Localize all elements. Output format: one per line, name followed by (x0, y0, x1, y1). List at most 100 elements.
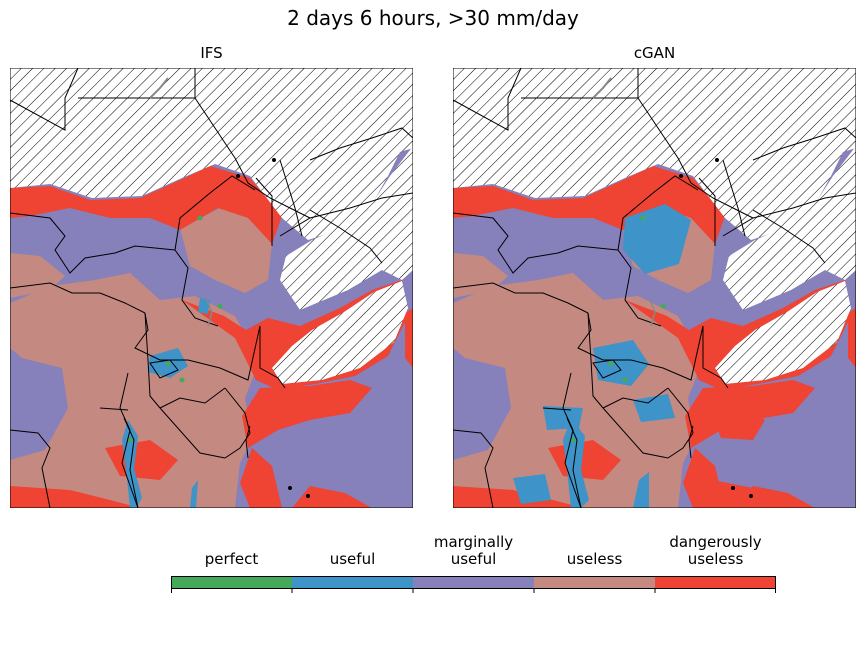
coastline (279, 192, 413, 237)
region-perfect (622, 377, 628, 383)
country-border (259, 326, 286, 389)
country-border (10, 429, 51, 508)
region-useless (453, 273, 703, 508)
region-useful (623, 204, 691, 274)
country-border (617, 175, 699, 251)
region-perfect (127, 437, 133, 443)
country-border (722, 159, 746, 237)
legend-label-dangerously-useless: dangerously useless (669, 533, 762, 568)
region-dangerously-useless (10, 486, 140, 508)
colorbar-segment (413, 576, 534, 589)
island (306, 494, 310, 498)
lake-outline (566, 417, 582, 508)
island (715, 158, 719, 162)
country-border (453, 282, 589, 314)
country-border (174, 249, 219, 327)
region-perfect (165, 361, 171, 367)
region-useful (543, 406, 583, 430)
region-no-data (280, 146, 413, 310)
country-border (453, 429, 494, 508)
region-useless (10, 273, 260, 508)
coastline (722, 192, 856, 237)
region-useless (100, 278, 130, 303)
map-ifs (10, 68, 413, 508)
country-border (587, 312, 604, 409)
country-border (617, 249, 662, 327)
region-no-data (10, 68, 413, 240)
country-border (10, 282, 146, 314)
country-border (702, 326, 729, 389)
country-border (10, 212, 176, 274)
region-dangerously-useless (453, 166, 725, 244)
island (679, 174, 683, 178)
region-perfect (660, 303, 666, 309)
region-perfect (197, 215, 203, 221)
region-perfect (179, 377, 185, 383)
island (236, 174, 240, 178)
colorbar-segment (292, 576, 413, 589)
lake-outline (149, 77, 169, 99)
region-perfect (570, 437, 576, 443)
lake-outline (123, 417, 139, 508)
region-no-data (272, 281, 408, 384)
island (731, 486, 735, 490)
region-useless (180, 208, 272, 293)
country-border (255, 177, 273, 246)
coastline (245, 425, 251, 459)
region-useless (543, 278, 573, 303)
region-no-data (453, 68, 856, 240)
country-border (174, 175, 256, 251)
country-border (602, 387, 669, 409)
figure-title: 2 days 6 hours, >30 mm/day (287, 6, 579, 30)
lake-outline (205, 297, 213, 327)
colorbar-segment (655, 576, 776, 589)
map-panel-cgan (453, 68, 856, 508)
region-dangerously-useless (701, 478, 783, 508)
region-useful (190, 480, 198, 508)
country-border (159, 407, 226, 459)
country-border (752, 127, 856, 161)
legend-label-useful: useful (329, 550, 376, 568)
country-border (194, 68, 311, 219)
country-border (453, 212, 619, 274)
region-dangerously-useless (292, 486, 372, 508)
region-useful (563, 418, 589, 508)
region-dangerously-useless (711, 406, 765, 440)
panel-title-ifs: IFS (200, 44, 223, 62)
region-dangerously-useless (453, 486, 583, 508)
island (272, 158, 276, 162)
coastline (752, 209, 826, 264)
region-useful (633, 394, 675, 422)
region-dangerously-useless (10, 166, 282, 244)
colorbar-svg (171, 576, 776, 593)
colorbar-segment (171, 576, 292, 589)
region-useful (593, 340, 649, 386)
country-border (279, 159, 303, 237)
country-border (10, 68, 79, 131)
country-border (698, 177, 716, 246)
region-no-data (715, 281, 851, 384)
lake-outline (592, 77, 612, 99)
country-border (637, 68, 754, 219)
region-useful (633, 472, 649, 508)
lake-outline (648, 297, 656, 327)
map-panel-ifs (10, 68, 413, 508)
map-cgan (453, 68, 856, 508)
country-border (542, 407, 572, 411)
legend-label-perfect: perfect (204, 550, 259, 568)
island (288, 486, 292, 490)
legend-label-marginally-useful: marginally useful (433, 533, 514, 568)
country-border (99, 407, 129, 411)
island (749, 494, 753, 498)
country-border (187, 325, 261, 381)
lake-outline (149, 359, 179, 379)
country-border (224, 387, 251, 434)
region-useful (513, 474, 551, 504)
region-dangerously-useless (405, 308, 413, 368)
region-dangerously-useless (848, 308, 856, 368)
region-no-data (723, 146, 856, 310)
country-border (602, 407, 669, 459)
legend-label-useless: useless (566, 550, 623, 568)
region-dangerously-useless (240, 448, 282, 508)
country-border (309, 127, 413, 161)
